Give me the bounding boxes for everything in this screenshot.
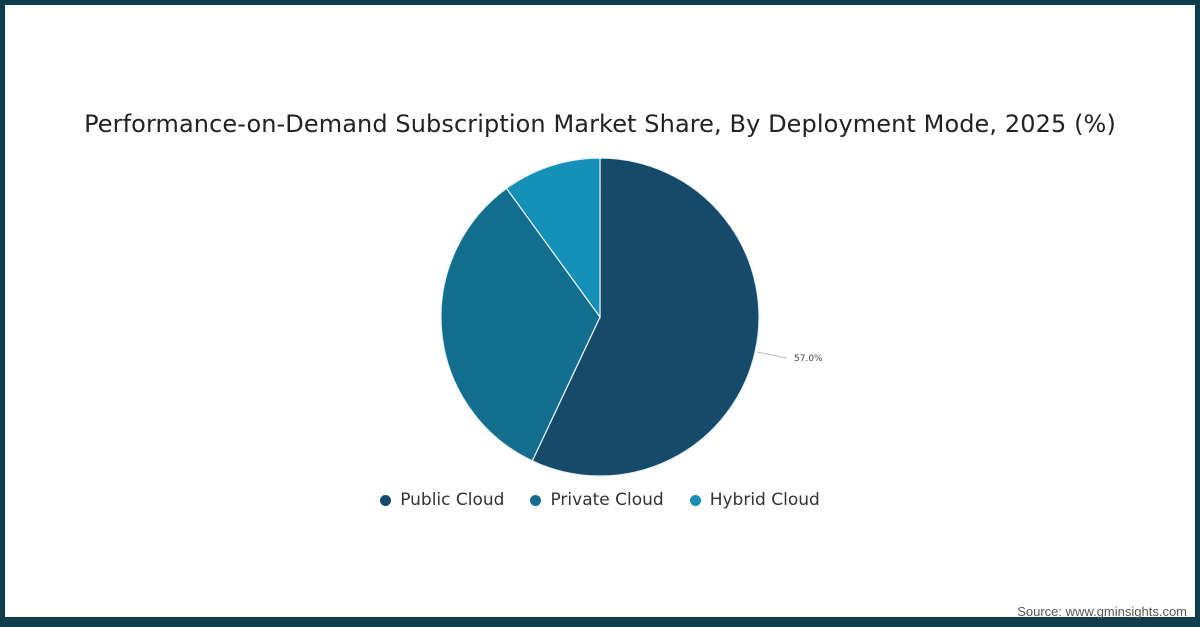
legend-label: Private Cloud: [550, 490, 664, 510]
legend-item-private-cloud[interactable]: Private Cloud: [530, 490, 664, 510]
label-leader-line: [756, 351, 788, 359]
chart-legend: Public Cloud Private Cloud Hybrid Cloud: [0, 490, 1200, 510]
legend-item-hybrid-cloud[interactable]: Hybrid Cloud: [689, 490, 820, 510]
pie-slice-private-cloud[interactable]: [440, 187, 601, 462]
legend-dot-icon: [380, 494, 392, 506]
legend-item-public-cloud[interactable]: Public Cloud: [380, 490, 504, 510]
public-cloud-data-label: 57.0%: [794, 354, 823, 364]
legend-dot-icon: [530, 494, 542, 506]
legend-label: Public Cloud: [400, 490, 505, 510]
pie-slice-hybrid-cloud[interactable]: [505, 157, 601, 319]
source-citation: Source: www.gminsights.com: [1017, 604, 1187, 619]
legend-label: Hybrid Cloud: [709, 490, 820, 510]
pie-slice-public-cloud[interactable]: [531, 157, 760, 477]
chart-title: Performance-on-Demand Subscription Marke…: [84, 110, 1116, 138]
legend-dot-icon: [689, 494, 701, 506]
